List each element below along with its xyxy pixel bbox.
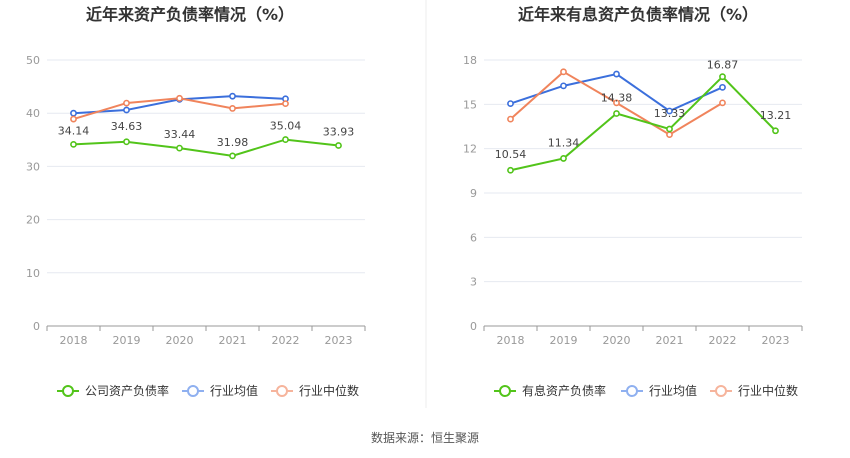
legend-label: 行业均值 [210,383,258,398]
legend-item[interactable]: 有息资产负债率 [494,383,606,398]
x-tick-label: 2021 [219,334,247,347]
data-point [719,73,726,81]
data-point [70,109,77,117]
legend-swatch-marker [626,385,638,397]
data-point [70,140,77,148]
data-label: 11.34 [548,136,580,149]
legend-label: 行业中位数 [738,383,798,398]
data-label: 10.54 [495,148,527,161]
y-tick-label: 50 [26,54,40,67]
data-point [123,99,130,107]
legend-item[interactable]: 行业中位数 [271,383,359,398]
y-tick-label: 40 [26,107,40,120]
data-point [507,100,514,107]
y-tick-label: 30 [26,160,40,173]
legend-label: 行业均值 [649,383,697,398]
data-point [229,152,236,160]
legend-label: 公司资产负债率 [85,383,169,398]
legend-label: 有息资产负债率 [522,383,606,398]
legend-item[interactable]: 行业均值 [182,383,258,398]
data-point [666,125,673,133]
data-point [282,100,289,108]
legend-swatch-marker [187,385,199,397]
data-point [229,105,236,112]
y-tick-label: 0 [470,320,477,333]
data-point [666,131,673,139]
data-point [229,92,236,100]
data-point [123,106,130,114]
data-point [719,99,726,107]
data-label: 16.87 [707,59,739,72]
data-point [613,110,620,117]
data-label: 35.04 [270,120,302,133]
legend-swatch-marker [62,385,74,397]
legend-item[interactable]: 行业中位数 [710,383,798,398]
x-tick-label: 2023 [762,334,790,347]
data-label: 13.21 [760,109,792,122]
x-tick-label: 2022 [272,334,300,347]
data-point [507,166,514,174]
data-label: 33.93 [323,125,355,138]
legend-item[interactable]: 公司资产负债率 [57,383,169,398]
x-tick-label: 2018 [497,334,525,347]
x-tick-label: 2018 [60,334,88,347]
data-label: 13.33 [654,107,686,120]
legend-swatch-marker [276,385,288,397]
data-point [613,70,620,78]
y-tick-label: 3 [470,276,477,289]
data-point [772,127,779,135]
legend-swatch-marker [499,385,511,397]
y-tick-label: 12 [463,143,477,156]
data-point [70,115,77,123]
chart-title: 近年来资产负债率情况（%） [86,5,294,24]
y-tick-label: 9 [470,187,477,200]
data-point [282,136,289,143]
series-line [73,138,339,157]
x-tick-label: 2020 [603,334,631,347]
x-tick-label: 2019 [550,334,578,347]
data-point [719,83,726,91]
data-point [176,94,183,102]
data-label: 31.98 [217,136,249,149]
x-tick-label: 2022 [709,334,737,347]
data-point [560,82,567,90]
legend-swatch-marker [715,385,727,397]
x-tick-label: 2021 [656,334,684,347]
data-point [560,68,567,76]
x-tick-label: 2020 [166,334,194,347]
x-tick-label: 2023 [325,334,353,347]
data-label: 34.14 [58,124,90,137]
data-point [666,107,673,115]
legend-label: 行业中位数 [299,383,359,398]
data-point [123,138,130,146]
data-label: 34.63 [111,120,143,133]
data-point [335,142,342,149]
data-label: 33.44 [164,128,196,141]
data-source-text: 数据来源：恒生聚源 [371,430,479,445]
data-point [613,99,620,107]
series-line [510,75,777,172]
data-point [560,155,567,162]
y-tick-label: 10 [26,267,40,280]
right-chart: 近年来有息资产负债率情况（%） 0 3 6 9 12 15 18 2018 2019 2020 202… [463,5,803,398]
chart-title: 近年来有息资产负债率情况（%） [518,5,758,24]
legend-item[interactable]: 行业均值 [621,383,697,398]
data-point [507,115,514,123]
y-tick-label: 15 [463,98,477,111]
y-tick-label: 6 [470,231,477,244]
y-tick-label: 20 [26,214,40,227]
x-tick-label: 2019 [113,334,141,347]
data-label: 14.38 [601,91,633,104]
y-tick-label: 0 [33,320,40,333]
y-tick-label: 18 [463,54,477,67]
data-point [176,144,183,152]
left-chart: 近年来资产负债率情况（%） 0 10 20 30 40 50 2018 2019 2020 2021… [26,5,366,398]
